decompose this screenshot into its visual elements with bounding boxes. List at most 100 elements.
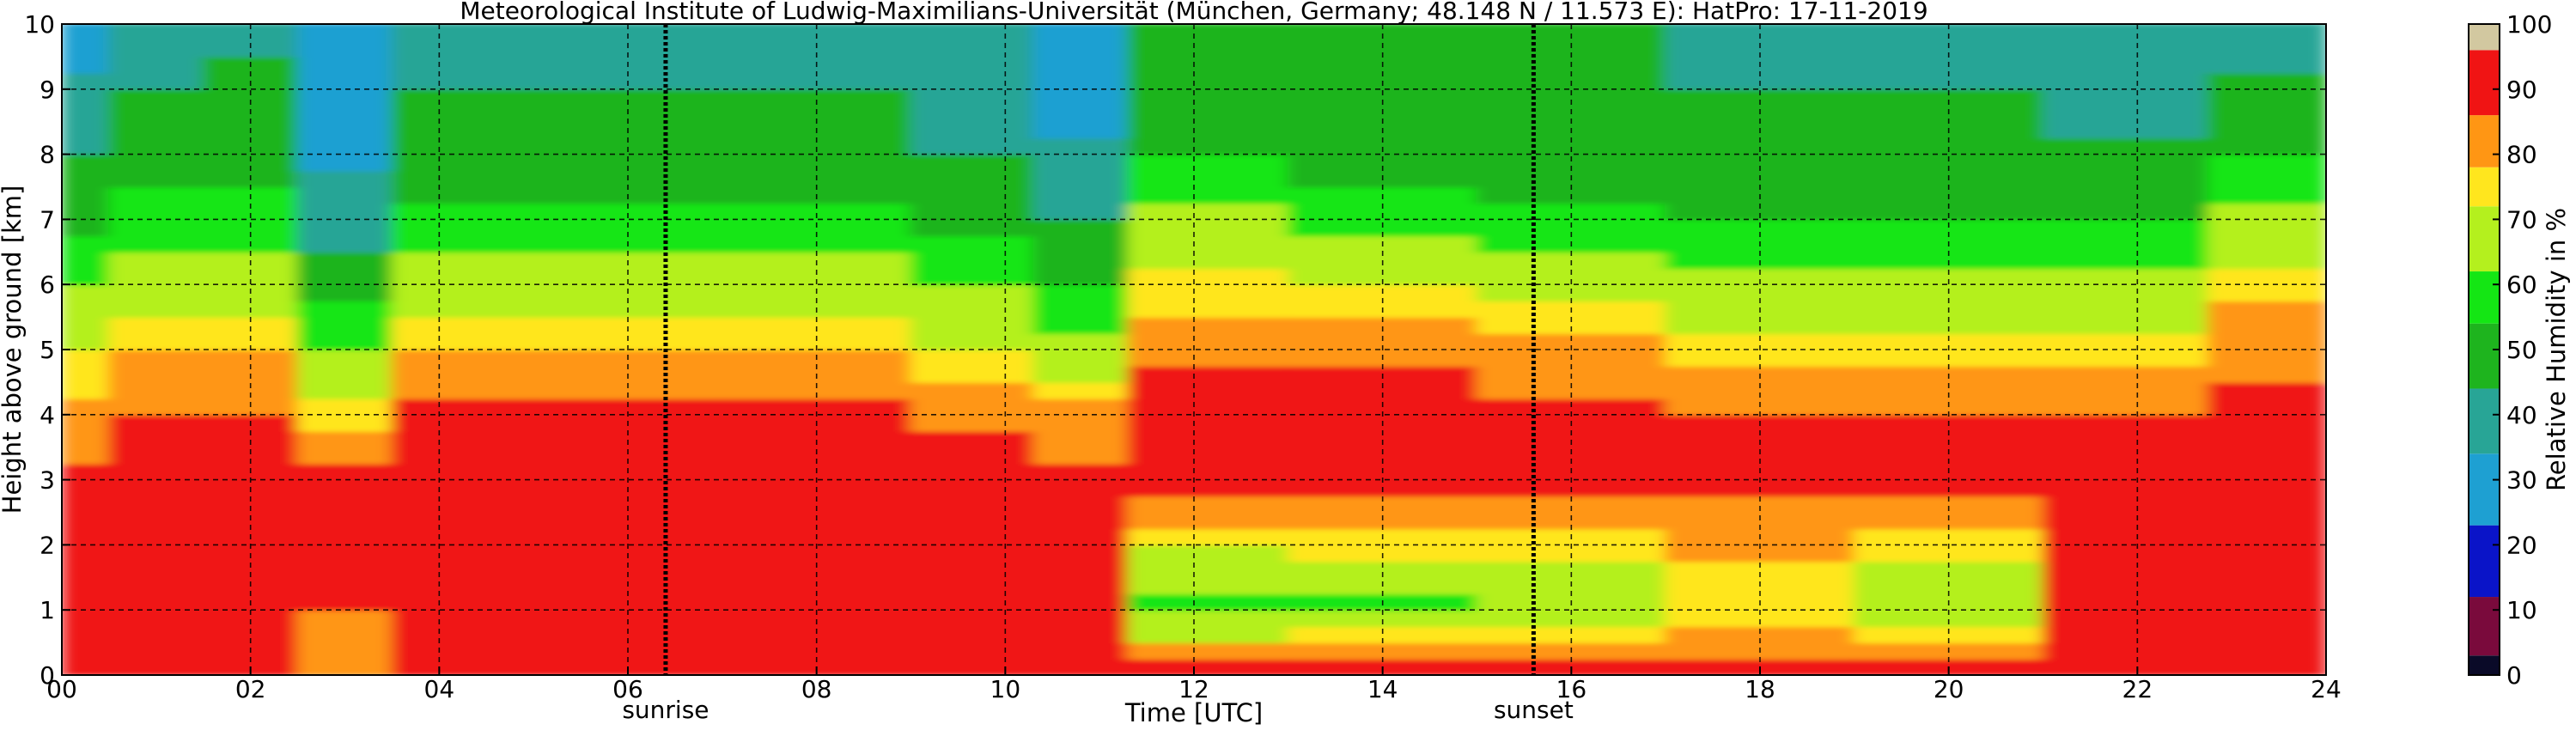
y-tick-label: 0 [40, 661, 55, 690]
heat-cell [1127, 71, 1289, 90]
colorbar-tick-label: 90 [2506, 76, 2537, 104]
heat-cell [1665, 429, 1855, 448]
heat-cell [910, 202, 1035, 221]
heat-cell [910, 478, 1035, 497]
colorbar-segment [2469, 453, 2500, 526]
heat-cell [1287, 560, 1478, 579]
heat-cell [62, 478, 110, 497]
heat-cell [1476, 267, 1667, 286]
heat-cell [296, 169, 393, 188]
colorbar-segment [2469, 115, 2500, 167]
colorbar-segment [2469, 323, 2500, 389]
heat-cell [1032, 642, 1130, 660]
heat-cell [2207, 560, 2326, 579]
x-tick-label: 20 [1934, 675, 1964, 703]
heat-cell [1476, 332, 1667, 350]
heat-cell [1127, 478, 1289, 497]
heat-cell [2042, 511, 2209, 530]
heat-cell [296, 413, 393, 432]
heat-cell [910, 397, 1035, 416]
heat-cell [1665, 544, 1855, 563]
heat-cell [296, 364, 393, 383]
heat-cell [202, 316, 299, 335]
heat-cell [2042, 658, 2209, 675]
heat-cell [1287, 88, 1478, 106]
heat-cell [910, 169, 1035, 188]
heat-cell [721, 39, 912, 58]
heat-cell [391, 137, 535, 155]
heat-cell [107, 24, 204, 41]
heat-cell [2042, 202, 2209, 221]
heat-cell [1032, 332, 1130, 350]
heat-cell [533, 495, 723, 514]
heat-cell [62, 316, 110, 335]
heat-cell [2042, 186, 2209, 204]
heat-cell [1665, 39, 1855, 58]
heat-cell [1032, 495, 1130, 514]
heat-cell [296, 429, 393, 448]
heat-cell [296, 316, 393, 335]
heat-cell [391, 495, 535, 514]
heat-cell [1476, 39, 1667, 58]
heat-cell [2042, 495, 2209, 514]
heat-cell [2042, 609, 2209, 628]
heat-cell [1853, 332, 2044, 350]
heat-cell [391, 560, 535, 579]
colorbar-segment [2469, 525, 2500, 598]
heat-cell [721, 137, 912, 155]
heat-cell [2207, 397, 2326, 416]
colorbar-segment [2469, 167, 2500, 207]
heat-cell [391, 55, 535, 74]
heat-cell [1476, 429, 1667, 448]
heat-cell [2042, 332, 2209, 350]
heat-cell [721, 332, 912, 350]
heat-cell [1127, 39, 1289, 58]
heat-cell [910, 88, 1035, 106]
heat-cell [1127, 511, 1289, 530]
heat-cell [1665, 625, 1855, 644]
heat-cell [1665, 137, 1855, 155]
heat-cell [1032, 104, 1130, 123]
heat-cell [1032, 593, 1130, 611]
heat-cell [1127, 380, 1289, 399]
heat-cell [202, 380, 299, 399]
heat-cell [2207, 576, 2326, 595]
heat-cell [1127, 625, 1289, 644]
heat-cell [2207, 88, 2326, 106]
heat-cell [1032, 283, 1130, 302]
heat-cell [62, 88, 110, 106]
heat-cell [721, 202, 912, 221]
y-tick-label: 5 [40, 336, 55, 364]
heat-cell [296, 71, 393, 90]
x-tick-label: 02 [235, 675, 266, 703]
heat-cell [910, 55, 1035, 74]
heat-cell [391, 478, 535, 497]
heat-cell [1127, 527, 1289, 546]
heat-cell [721, 267, 912, 286]
heat-cell [2207, 642, 2326, 660]
heat-cell [2207, 413, 2326, 432]
heat-cell [296, 104, 393, 123]
heat-cell [1127, 186, 1289, 204]
heat-cell [910, 332, 1035, 350]
heat-cell [296, 349, 393, 367]
heat-cell [1665, 316, 1855, 335]
heat-cell [2042, 625, 2209, 644]
heat-cell [1287, 609, 1478, 628]
heat-cell [296, 478, 393, 497]
heat-cell [2207, 120, 2326, 139]
heat-cell [2207, 625, 2326, 644]
x-tick-label: 04 [424, 675, 455, 703]
colorbar-segment [2469, 50, 2500, 116]
heat-cell [296, 153, 393, 172]
heat-cell [1853, 153, 2044, 172]
heat-cell [2042, 169, 2209, 188]
heat-cell [391, 218, 535, 237]
heat-cell [1032, 24, 1130, 41]
heat-cell [910, 495, 1035, 514]
heat-cell [1127, 446, 1289, 465]
heat-cell [296, 625, 393, 644]
heat-cell [107, 218, 204, 237]
heat-cell [1127, 462, 1289, 481]
heat-cell [1127, 576, 1289, 595]
